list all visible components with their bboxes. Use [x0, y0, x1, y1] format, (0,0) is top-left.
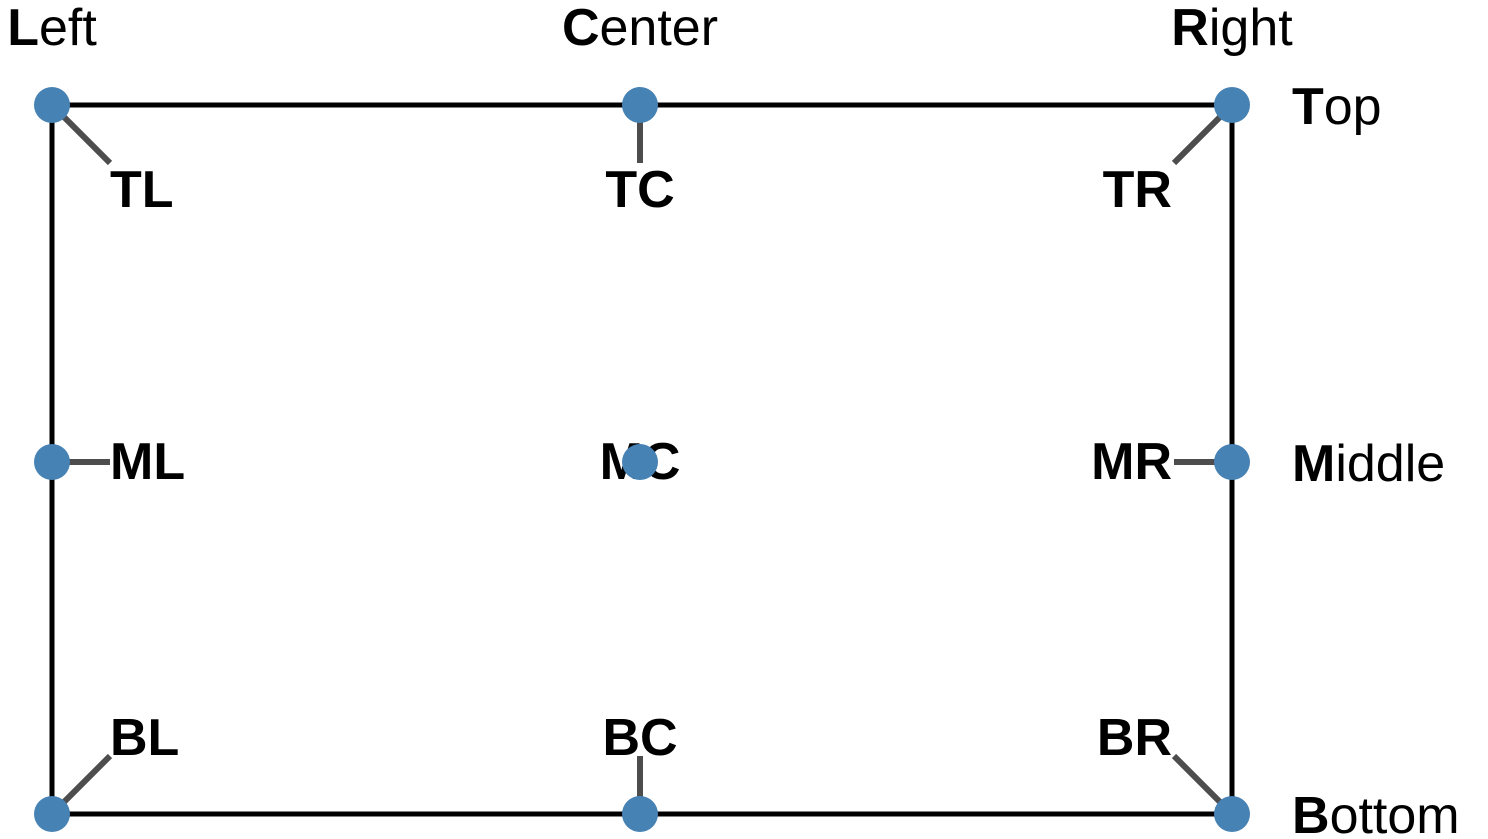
column-label: Left — [7, 0, 97, 57]
column-label: Right — [1171, 0, 1293, 57]
node-label: TR — [1102, 161, 1172, 219]
anchor-point — [622, 796, 658, 832]
node-label: TC — [605, 161, 675, 219]
anchor-point — [1214, 444, 1250, 480]
anchor-point — [622, 444, 658, 480]
node-label: BL — [110, 709, 180, 767]
node-label: BC — [602, 709, 678, 767]
row-label: Bottom — [1292, 787, 1460, 839]
anchor-point — [1214, 87, 1250, 123]
anchor-point — [34, 87, 70, 123]
row-label: Top — [1292, 78, 1382, 136]
anchor-point — [622, 87, 658, 123]
node-label: MR — [1091, 433, 1172, 491]
anchor-point — [34, 796, 70, 832]
column-label: Center — [561, 0, 719, 57]
anchor-point — [34, 444, 70, 480]
node-label: BR — [1096, 709, 1172, 767]
node-label: ML — [110, 433, 186, 491]
node-label: TL — [110, 161, 174, 219]
anchor-point — [1214, 796, 1250, 832]
row-label: Middle — [1292, 435, 1446, 493]
